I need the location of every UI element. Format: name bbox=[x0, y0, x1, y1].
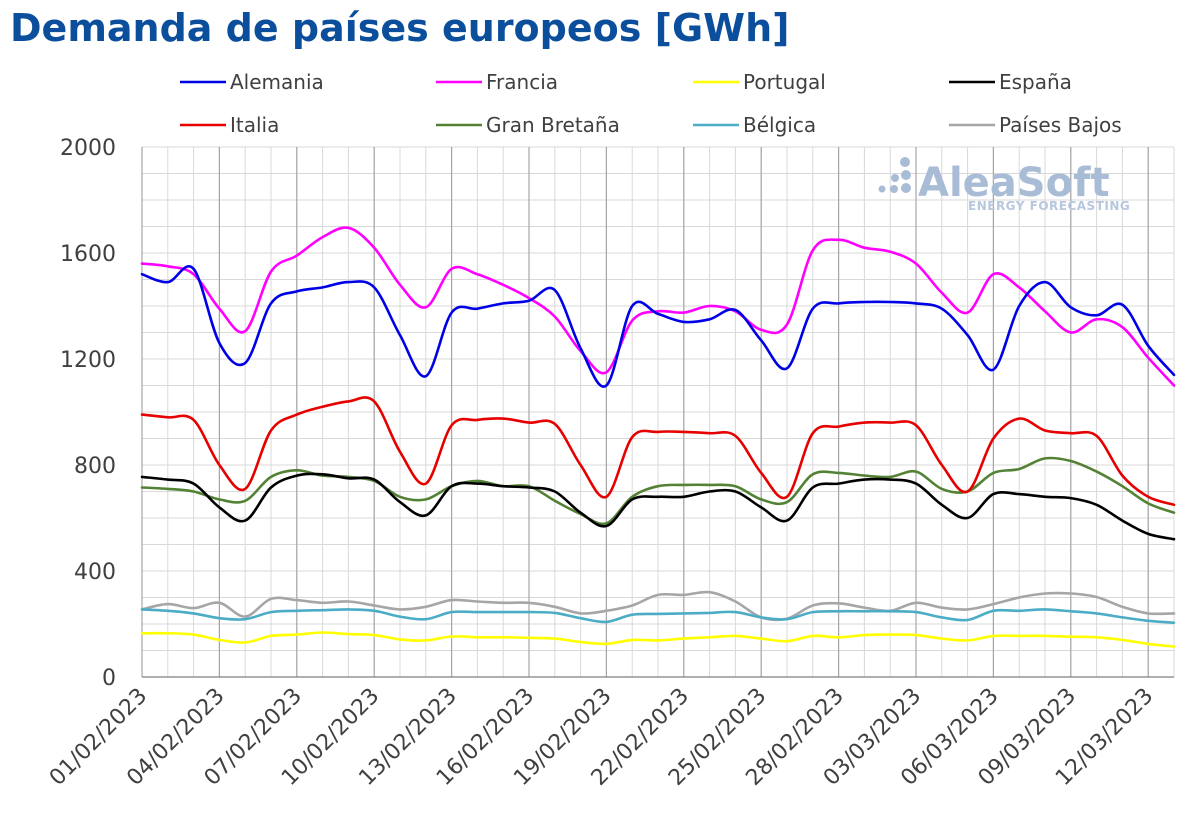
aleasoft-logo-dots-icon bbox=[878, 157, 911, 193]
y-tick-labels: 0 400 800 1200 1600 2000 bbox=[60, 136, 116, 691]
series-line-paises-bajos bbox=[140, 590, 1176, 622]
chart-title: Demanda de países europeos [GWh] bbox=[10, 6, 790, 50]
watermark-tagline: ENERGY FORECASTING bbox=[968, 199, 1130, 213]
legend-item-francia: Francia bbox=[436, 70, 558, 94]
series-line-alemania bbox=[140, 265, 1176, 388]
legend-item-espana: España bbox=[949, 70, 1072, 94]
y-tick-label: 1600 bbox=[60, 242, 116, 267]
x-tick-labels: 01/02/202304/02/202307/02/202310/02/2023… bbox=[45, 684, 1159, 791]
series-line-francia bbox=[140, 226, 1176, 387]
legend-item-paises-bajos: Países Bajos bbox=[949, 113, 1122, 137]
series-line-portugal bbox=[140, 631, 1176, 648]
series-line-italia bbox=[140, 396, 1176, 507]
legend-label: Gran Bretaña bbox=[486, 113, 620, 137]
legend-item-italia: Italia bbox=[180, 113, 279, 137]
series-lines bbox=[140, 226, 1176, 648]
logo-dot bbox=[901, 183, 911, 193]
legend-item-alemania: Alemania bbox=[180, 70, 324, 94]
logo-dot bbox=[878, 185, 886, 193]
legend-item-belgica: Bélgica bbox=[693, 113, 816, 137]
series-line-espana bbox=[140, 472, 1176, 541]
y-tick-label: 1200 bbox=[60, 348, 116, 373]
legend-label: Francia bbox=[486, 70, 558, 94]
y-tick-label: 0 bbox=[102, 666, 116, 691]
legend-label: España bbox=[999, 70, 1072, 94]
y-tick-label: 2000 bbox=[60, 136, 116, 161]
legend-label: Alemania bbox=[230, 70, 324, 94]
y-tick-label: 800 bbox=[74, 454, 116, 479]
y-tick-label: 400 bbox=[74, 560, 116, 585]
legend-item-portugal: Portugal bbox=[693, 70, 826, 94]
logo-dot bbox=[891, 174, 899, 182]
series-line-belgica bbox=[140, 608, 1176, 624]
logo-dot bbox=[901, 170, 911, 180]
legend-label: Italia bbox=[230, 113, 279, 137]
legend-label: Portugal bbox=[743, 70, 826, 94]
watermark-brand: AleaSoft bbox=[918, 160, 1110, 206]
aleasoft-watermark: AleaSoft ENERGY FORECASTING bbox=[878, 157, 1130, 213]
legend-item-gran-bretana: Gran Bretaña bbox=[436, 113, 620, 137]
logo-dot bbox=[900, 157, 910, 167]
legend: Alemania Francia Portugal España Italia Gran … bbox=[180, 70, 1122, 137]
logo-dot bbox=[890, 185, 898, 193]
legend-label: Países Bajos bbox=[999, 113, 1122, 137]
legend-label: Bélgica bbox=[743, 113, 816, 137]
grid-lines bbox=[141, 146, 1175, 678]
